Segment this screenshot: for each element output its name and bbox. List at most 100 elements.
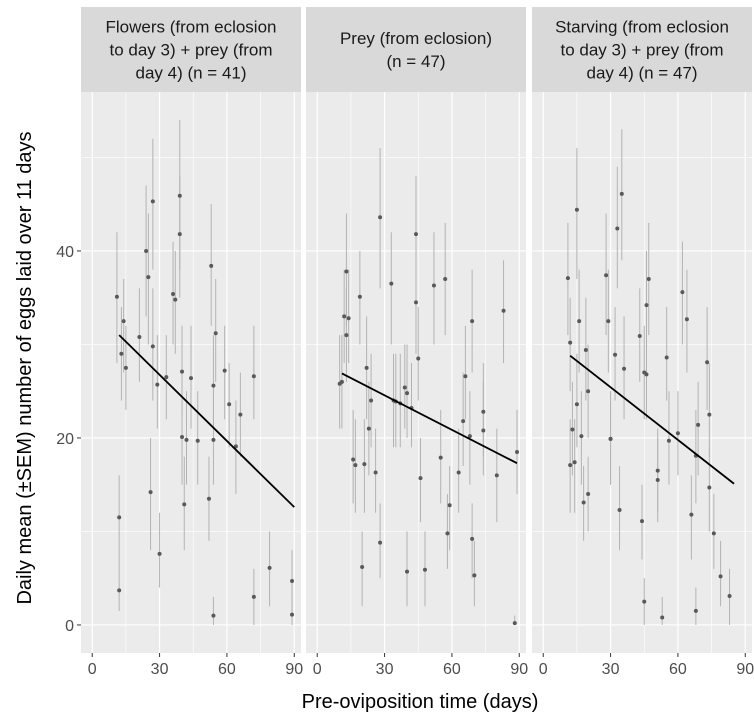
regression-line <box>569 354 735 485</box>
data-point <box>164 375 169 380</box>
data-point <box>211 383 216 388</box>
data-point <box>664 355 669 360</box>
data-point <box>182 502 187 507</box>
y-axis-title: Daily mean (±SEM) number of eggs laid ov… <box>14 131 36 604</box>
data-point <box>227 402 232 407</box>
data-point <box>481 409 486 414</box>
data-point <box>619 191 624 196</box>
data-point <box>581 500 586 505</box>
data-point <box>405 391 410 396</box>
facet-panel-1: Flowers (from eclosion to day 3) + prey (… <box>56 7 303 678</box>
data-point <box>148 490 153 495</box>
data-point <box>655 478 660 483</box>
data-point <box>606 319 611 324</box>
data-point <box>123 365 128 370</box>
data-point <box>364 365 369 370</box>
data-point <box>357 294 362 299</box>
x-tick-label: 60 <box>443 661 461 678</box>
data-point <box>443 277 448 281</box>
data-point <box>238 412 243 417</box>
data-point <box>640 519 644 524</box>
x-tick-label: 0 <box>88 661 97 678</box>
data-point <box>117 515 122 520</box>
data-point <box>572 460 577 465</box>
data-point <box>718 574 723 579</box>
data-point <box>637 334 642 339</box>
data-point <box>727 593 732 598</box>
data-point <box>570 427 575 432</box>
data-point <box>583 348 588 353</box>
x-tick-label: 0 <box>539 661 548 678</box>
strip-background <box>532 7 752 92</box>
x-axis-title: Pre-oviposition time (days) <box>302 691 539 713</box>
data-point <box>680 290 685 295</box>
x-tick-label: 60 <box>218 661 236 678</box>
data-point <box>617 507 622 512</box>
data-point <box>405 569 410 574</box>
data-point <box>360 564 365 569</box>
data-point <box>195 438 200 443</box>
data-point <box>146 275 151 280</box>
data-point <box>467 434 472 439</box>
facet-panel-2: Prey (from eclosion) (n = 47) 0 30 60 90 <box>306 7 528 678</box>
data-point <box>389 281 394 286</box>
data-point <box>155 382 160 387</box>
data-point <box>362 462 367 467</box>
data-point <box>206 496 211 501</box>
data-point <box>184 437 189 442</box>
data-point <box>660 615 665 620</box>
data-point <box>222 368 227 373</box>
data-point <box>613 352 618 357</box>
strip-label-line: day 4) (n = 41) <box>135 64 246 83</box>
data-point <box>586 389 591 394</box>
data-point <box>117 588 122 593</box>
y-tick-label: 0 <box>65 618 74 635</box>
data-point <box>707 412 712 417</box>
data-point <box>615 226 620 231</box>
data-point <box>180 435 185 440</box>
data-point <box>456 470 461 475</box>
strip-background <box>306 7 526 92</box>
y-tick-label: 20 <box>56 431 74 448</box>
data-point <box>339 379 344 384</box>
data-point <box>173 297 178 302</box>
strip-label-line: Flowers (from eclosion <box>106 18 277 37</box>
data-point <box>267 565 272 570</box>
strip-label-line: day 4) (n = 47) <box>586 64 697 83</box>
data-point <box>705 360 710 365</box>
data-point <box>251 594 256 599</box>
data-point <box>568 463 573 468</box>
data-point <box>171 291 176 296</box>
data-point <box>351 457 356 462</box>
x-tick-label: 30 <box>151 661 169 678</box>
data-point <box>180 369 185 374</box>
data-point <box>707 485 712 490</box>
data-point <box>144 248 149 253</box>
data-point <box>586 492 591 497</box>
data-point <box>290 612 295 617</box>
strip-background <box>81 7 301 92</box>
data-point <box>366 426 371 431</box>
data-point <box>447 503 452 508</box>
regression-line <box>118 334 295 508</box>
data-point <box>574 207 579 212</box>
data-point <box>211 437 216 442</box>
data-point <box>431 283 436 288</box>
data-point <box>642 370 647 375</box>
x-tick-label: 90 <box>736 661 754 678</box>
data-point <box>568 340 573 345</box>
data-point <box>150 344 155 349</box>
x-tick-label: 90 <box>510 661 528 678</box>
x-tick-label: 90 <box>285 661 303 678</box>
data-point <box>445 531 450 536</box>
data-point <box>470 319 475 324</box>
data-point <box>121 319 126 324</box>
data-point <box>565 276 570 281</box>
data-point <box>209 263 214 268</box>
data-point <box>213 331 218 336</box>
data-point <box>150 199 155 204</box>
data-point <box>689 512 694 517</box>
data-point <box>344 269 349 274</box>
data-point <box>373 470 378 475</box>
data-point <box>378 540 383 545</box>
